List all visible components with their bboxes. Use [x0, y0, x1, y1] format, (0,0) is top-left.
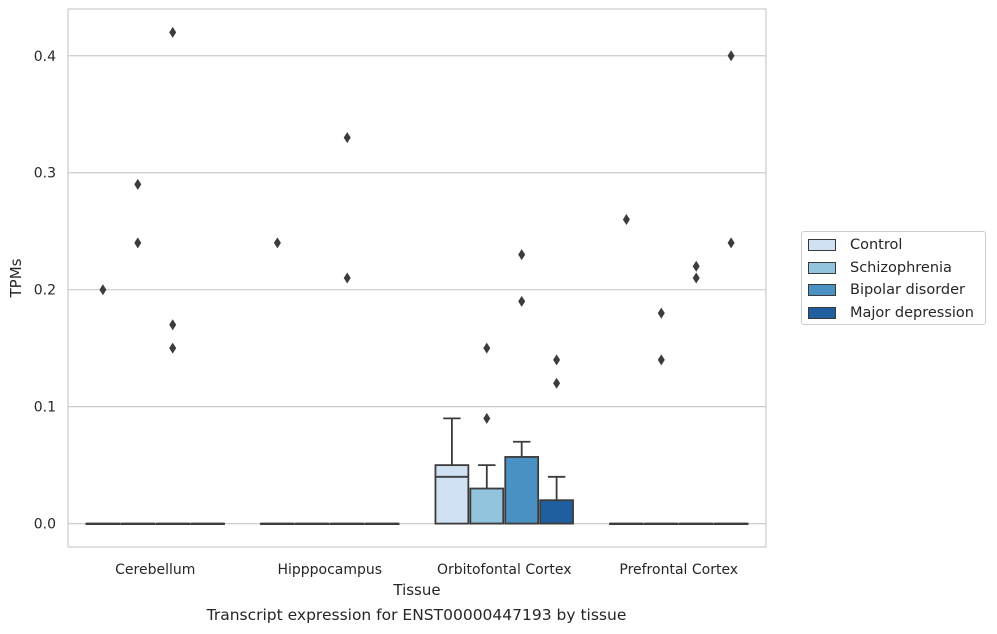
outlier-point	[99, 284, 107, 296]
box-major-depression	[190, 522, 225, 526]
outlier-point	[518, 249, 526, 261]
legend-label: Major depression	[850, 304, 974, 321]
x-tick-label: Prefrontal Cortex	[619, 562, 738, 578]
legend-label: Bipolar disorder	[850, 282, 965, 298]
outlier-point	[169, 319, 177, 331]
box-major-depression	[364, 522, 400, 526]
box-schizophrenia	[469, 464, 505, 525]
legend-swatch	[808, 284, 836, 296]
box-control	[434, 417, 470, 525]
outlier-point	[553, 354, 561, 366]
x-tick-label: Hipppocampus	[277, 562, 382, 578]
y-tick-label: 0.3	[34, 166, 56, 182]
legend-swatch	[808, 261, 836, 274]
box-control	[85, 522, 121, 526]
legend-label: Control	[850, 237, 903, 253]
outlier-point	[343, 132, 351, 144]
legend: Control Schizophrenia Bipolar disorder Majo…	[801, 231, 986, 325]
box-body	[469, 487, 505, 525]
box-major-depression	[539, 475, 574, 525]
outlier-point	[553, 377, 561, 389]
box-bipolar-disorder	[678, 522, 714, 526]
x-tick-label: Orbitofontal Cortex	[437, 562, 572, 578]
legend-swatch	[808, 239, 836, 251]
box-body	[434, 464, 470, 525]
box-control	[609, 522, 644, 526]
gridlines	[68, 55, 766, 525]
outlier-point	[169, 342, 177, 354]
y-tick-label: 0.1	[34, 400, 56, 416]
legend-label: Schizophrenia	[850, 259, 952, 276]
y-tick-label: 0.2	[34, 283, 56, 299]
y-axis-label: TPMs	[7, 258, 25, 298]
box-body	[539, 499, 574, 525]
y-tick-label: 0.4	[34, 49, 56, 65]
outlier-point	[343, 272, 351, 284]
outliers	[99, 26, 735, 424]
x-tick-label: Cerebellum	[115, 562, 195, 578]
outlier-point	[727, 50, 735, 62]
outlier-point	[273, 237, 281, 249]
outlier-point	[657, 354, 665, 366]
box-bipolar-disorder	[504, 440, 540, 525]
outlier-point	[727, 237, 735, 249]
legend-swatch	[808, 306, 836, 319]
x-axis-label: Tissue	[392, 581, 440, 599]
outlier-point	[692, 272, 700, 284]
outlier-point	[134, 237, 142, 249]
box-schizophrenia	[643, 522, 679, 526]
box-control	[260, 522, 295, 526]
box-major-depression	[713, 522, 749, 526]
legend-item: Major depression	[808, 303, 974, 323]
boxes	[85, 417, 749, 526]
box-bipolar-disorder	[155, 522, 191, 526]
outlier-point	[657, 307, 665, 319]
y-tick-labels: 0.0 0.1 0.2 0.3 0.4	[34, 49, 56, 533]
outlier-point	[692, 260, 700, 272]
outlier-point	[518, 295, 526, 307]
legend-item: Bipolar disorder	[808, 280, 965, 300]
box-body	[504, 456, 540, 525]
outlier-point	[134, 178, 142, 190]
outlier-point	[483, 342, 491, 354]
outlier-point	[169, 26, 177, 38]
plot-frame	[67, 8, 767, 548]
box-bipolar-disorder	[329, 522, 365, 526]
x-tick-labels: Cerebellum Hipppocampus Orbitofontal Corte…	[115, 562, 738, 578]
y-tick-label: 0.0	[34, 517, 56, 533]
legend-item: Schizophrenia	[808, 258, 952, 278]
box-schizophrenia	[294, 522, 330, 526]
outlier-point	[622, 214, 630, 226]
chart-caption: Transcript expression for ENST0000044719…	[206, 606, 627, 624]
box-schizophrenia	[120, 522, 156, 526]
outlier-point	[483, 412, 491, 424]
legend-item: Control	[808, 235, 902, 255]
